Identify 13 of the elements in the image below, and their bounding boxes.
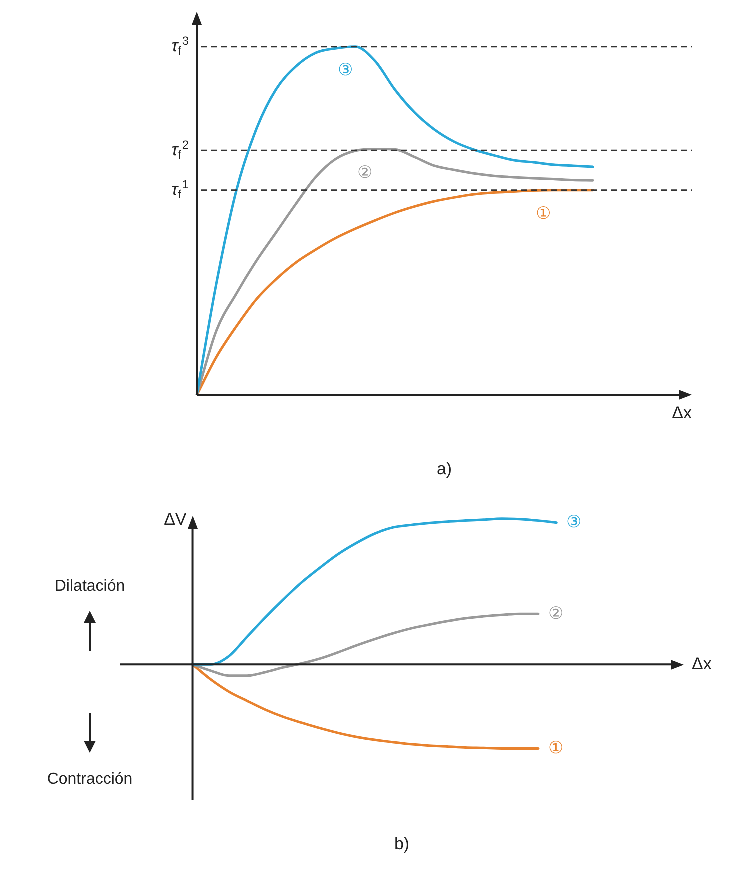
series-label: ③ [338, 60, 353, 80]
text: a) [436, 459, 452, 478]
y-axis-title: ΔV [164, 510, 188, 530]
x-axis-title: Δx [672, 403, 692, 422]
text: Contracción [47, 771, 133, 788]
series-label: ② [358, 162, 373, 182]
x-axis-title: Δx [692, 654, 712, 674]
series-label: ① [536, 204, 551, 224]
text: b) [394, 834, 410, 854]
series-label: ③ [566, 512, 582, 532]
series-label: ① [548, 738, 564, 758]
annotation: Dilatación [54, 578, 126, 596]
series-label: ② [548, 604, 564, 623]
